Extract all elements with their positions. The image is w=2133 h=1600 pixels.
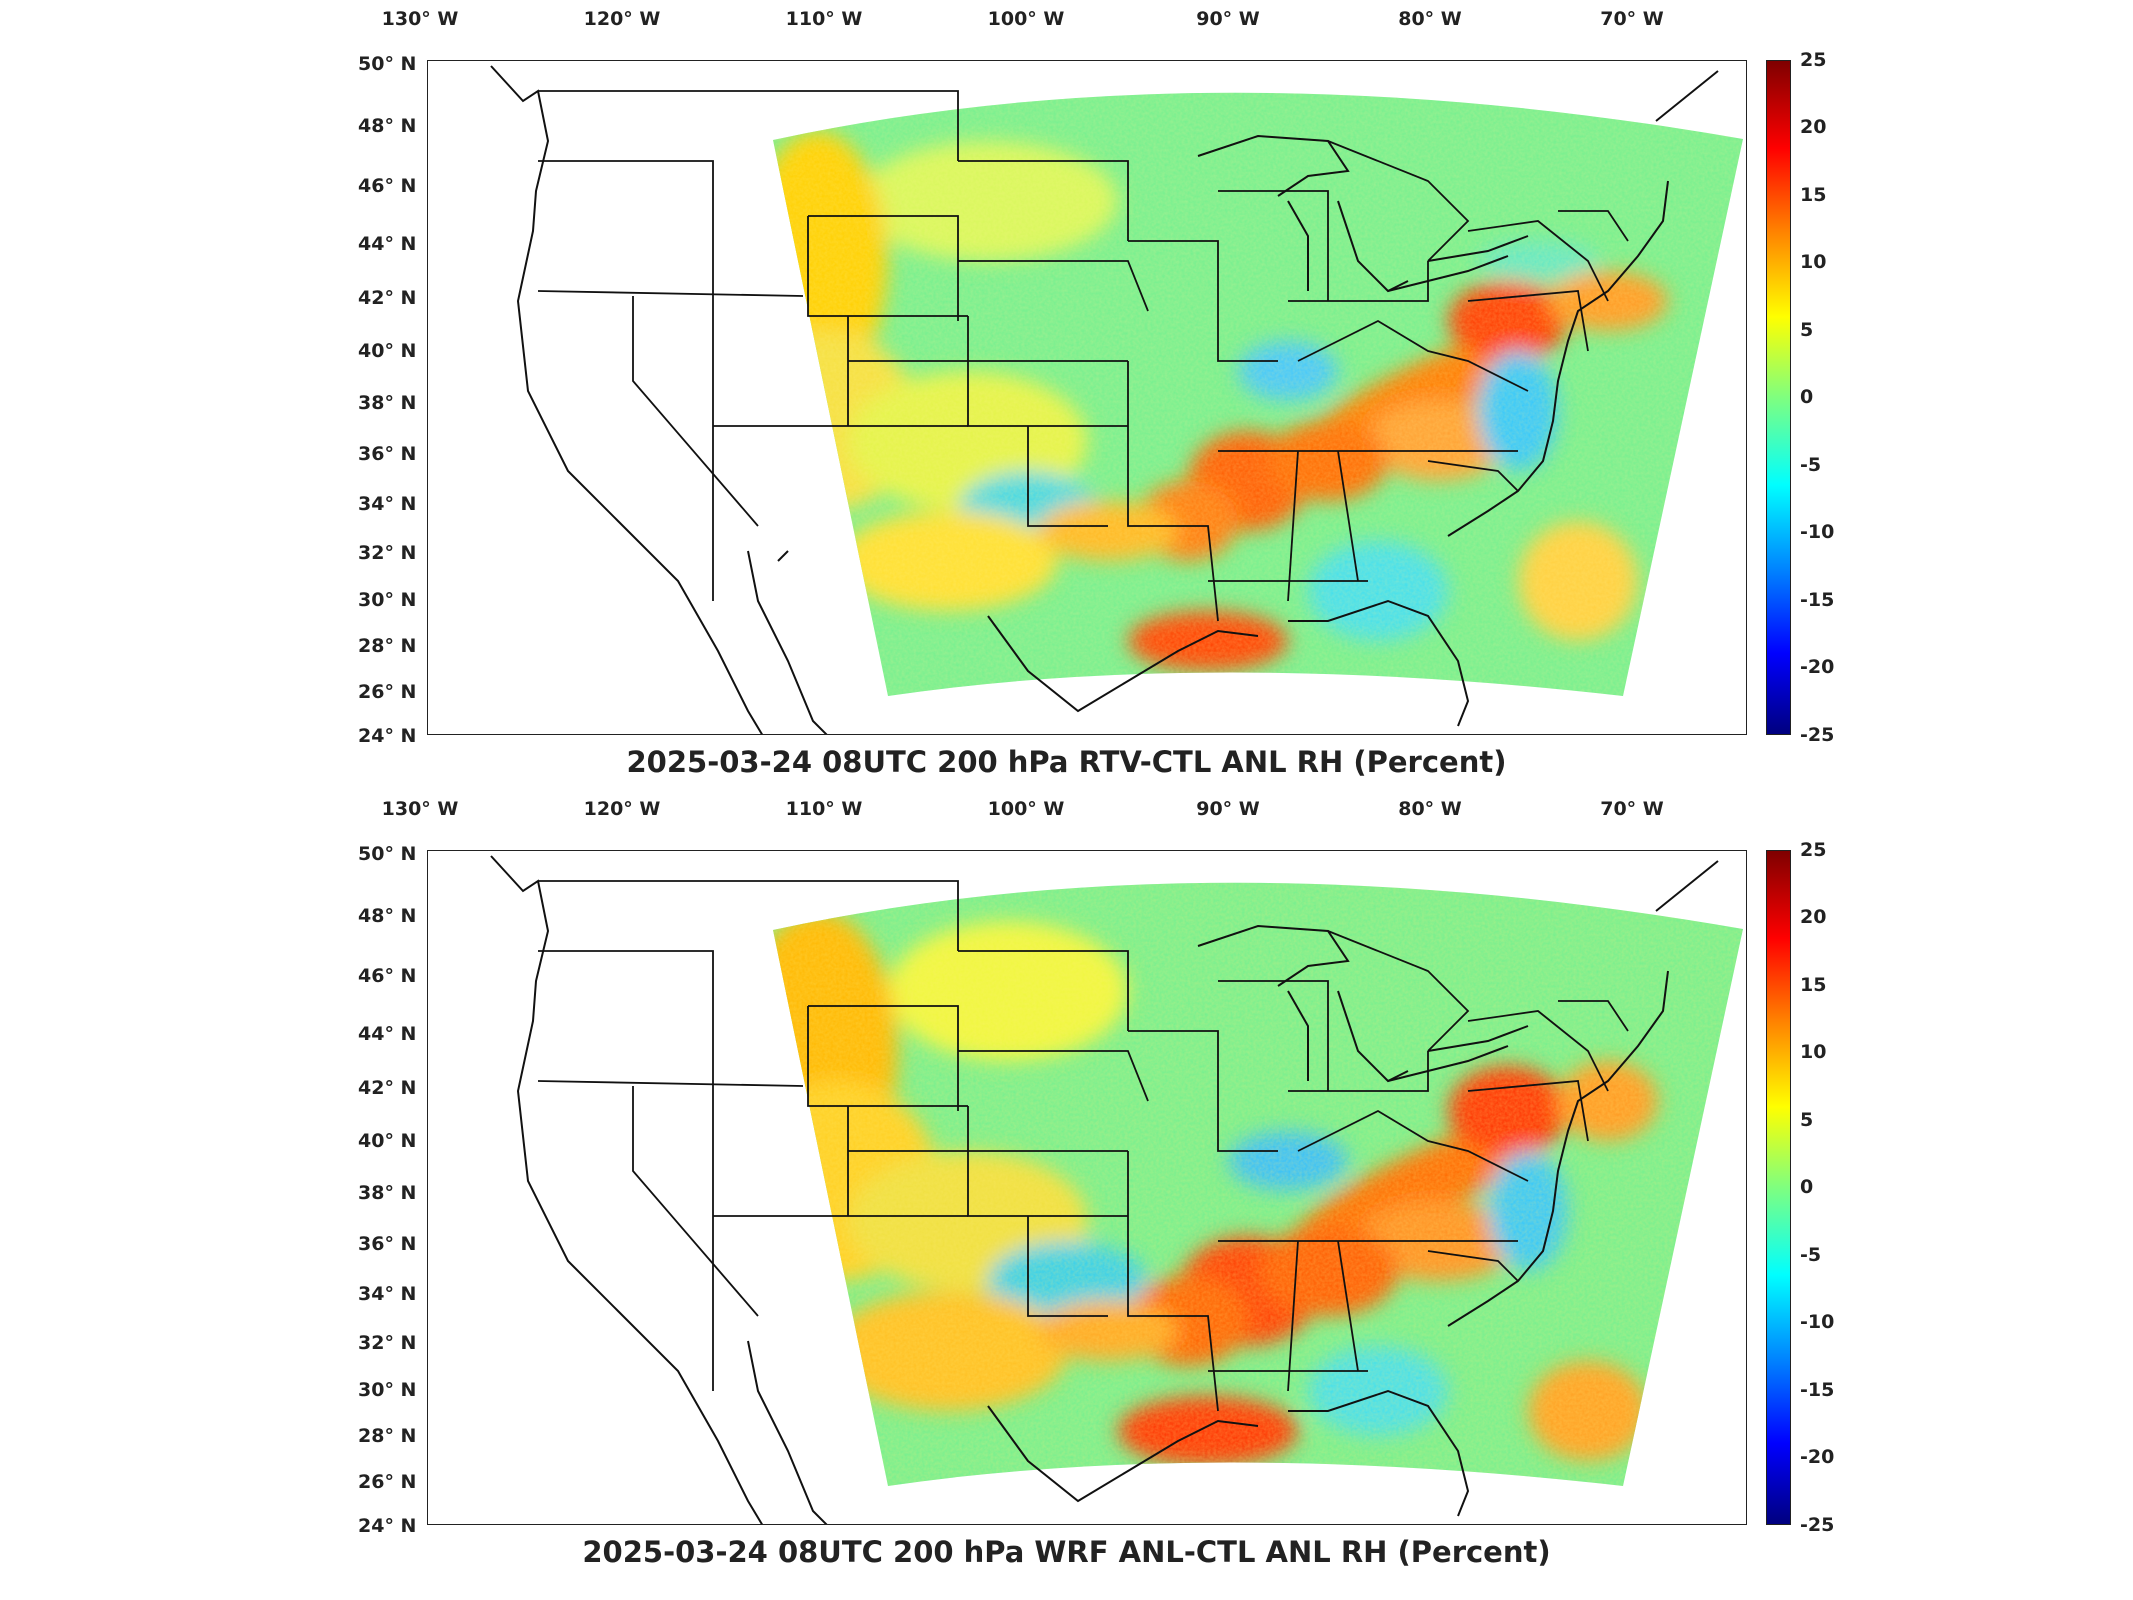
- coastlines: [490, 65, 1719, 734]
- lat-label: 28° N: [358, 1425, 417, 1447]
- lon-label: 90° W: [1196, 798, 1260, 820]
- colorbar-tick: -15: [1800, 1379, 1835, 1401]
- lat-label: 24° N: [358, 725, 417, 747]
- great-lakes: [1197, 134, 1529, 293]
- lon-label: 80° W: [1398, 798, 1462, 820]
- lon-label: 90° W: [1196, 8, 1260, 30]
- lon-label: 110° W: [785, 798, 863, 820]
- colorbar-tick: -20: [1800, 1446, 1835, 1468]
- lat-label: 34° N: [358, 1283, 417, 1305]
- lat-label: 28° N: [358, 635, 417, 657]
- lon-label: 80° W: [1398, 8, 1462, 30]
- lat-label: 48° N: [358, 905, 417, 927]
- colorbar-tick: 20: [1800, 116, 1827, 138]
- colorbar-tick: -25: [1800, 724, 1835, 746]
- colorbar-tick: -20: [1800, 656, 1835, 678]
- lat-label: 46° N: [358, 965, 417, 987]
- lat-label: 32° N: [358, 1332, 417, 1354]
- map-frame: [427, 850, 1747, 1525]
- colorbar-tick: -5: [1800, 454, 1822, 476]
- colorbar-tick: -25: [1800, 1514, 1835, 1536]
- lat-label: 40° N: [358, 1130, 417, 1152]
- colorbar-tick: 25: [1800, 839, 1827, 861]
- coastlines: [490, 855, 1719, 1524]
- colorbar-tick: 10: [1800, 251, 1827, 273]
- colorbar-tick: 25: [1800, 49, 1827, 71]
- lat-label: 48° N: [358, 115, 417, 137]
- colorbar-tick: -5: [1800, 1244, 1822, 1266]
- lat-label: 46° N: [358, 175, 417, 197]
- lat-label: 36° N: [358, 443, 417, 465]
- lon-label: 100° W: [987, 8, 1065, 30]
- lat-label: 26° N: [358, 681, 417, 703]
- lon-label: 70° W: [1600, 8, 1664, 30]
- colorbar-tick: 15: [1800, 184, 1827, 206]
- map-plot: [490, 65, 1743, 734]
- lon-label: 130° W: [381, 798, 459, 820]
- colorbar-tick: 0: [1800, 386, 1814, 408]
- lat-label: 26° N: [358, 1471, 417, 1493]
- lat-label: 44° N: [358, 1023, 417, 1045]
- state-borders: [537, 90, 1629, 622]
- colorbar: [1766, 60, 1791, 735]
- lat-label: 38° N: [358, 392, 417, 414]
- colorbar-tick: -10: [1800, 1311, 1835, 1333]
- rh-difference-field: [773, 882, 1743, 1487]
- lat-label: 50° N: [358, 843, 417, 865]
- lat-label: 24° N: [358, 1515, 417, 1537]
- lat-label: 38° N: [358, 1182, 417, 1204]
- colorbar-tick: 5: [1800, 319, 1814, 341]
- lon-label: 110° W: [785, 8, 863, 30]
- colorbar-tick: -15: [1800, 589, 1835, 611]
- rh-difference-field: [773, 92, 1743, 697]
- colorbar: [1766, 850, 1791, 1525]
- lat-label: 40° N: [358, 340, 417, 362]
- lon-label: 70° W: [1600, 798, 1664, 820]
- lat-label: 36° N: [358, 1233, 417, 1255]
- lat-label: 30° N: [358, 589, 417, 611]
- lat-label: 34° N: [358, 493, 417, 515]
- lon-label: 100° W: [987, 798, 1065, 820]
- lon-label: 120° W: [583, 8, 661, 30]
- lat-label: 50° N: [358, 53, 417, 75]
- lon-label: 120° W: [583, 798, 661, 820]
- colorbar-tick: -10: [1800, 521, 1835, 543]
- lat-label: 42° N: [358, 287, 417, 309]
- lat-label: 30° N: [358, 1379, 417, 1401]
- lat-label: 42° N: [358, 1077, 417, 1099]
- state-borders: [537, 880, 1629, 1412]
- lat-label: 44° N: [358, 233, 417, 255]
- lat-label: 32° N: [358, 542, 417, 564]
- colorbar-tick: 20: [1800, 906, 1827, 928]
- map-plot: [490, 855, 1743, 1524]
- map-title: 2025-03-24 08UTC 200 hPa WRF ANL-CTL ANL…: [582, 1535, 1551, 1569]
- map-title: 2025-03-24 08UTC 200 hPa RTV-CTL ANL RH …: [626, 745, 1507, 779]
- map-frame: [427, 60, 1747, 735]
- colorbar-tick: 0: [1800, 1176, 1814, 1198]
- colorbar-tick: 15: [1800, 974, 1827, 996]
- colorbar-tick: 5: [1800, 1109, 1814, 1131]
- lon-label: 130° W: [381, 8, 459, 30]
- map-panel-rtv-ctl: 130° W 120° W 110° W 100° W 90° W 80° W …: [0, 0, 2133, 790]
- colorbar-tick: 10: [1800, 1041, 1827, 1063]
- map-panel-wrf-ctl: 130° W 120° W 110° W 100° W 90° W 80° W …: [0, 790, 2133, 1580]
- great-lakes: [1197, 924, 1529, 1083]
